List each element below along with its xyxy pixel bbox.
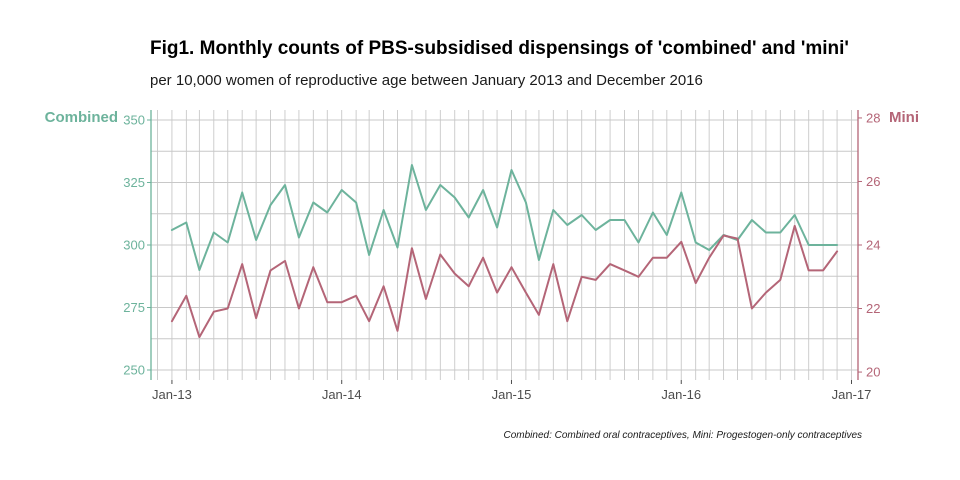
series-line-mini bbox=[170, 224, 839, 339]
y-tick-label-right: 28 bbox=[866, 110, 880, 125]
y-tick-label-right: 22 bbox=[866, 301, 880, 316]
x-tick-label: Jan-14 bbox=[322, 387, 362, 402]
y-tick-label-right: 20 bbox=[866, 365, 880, 380]
y-tick-label-left: 275 bbox=[123, 300, 145, 315]
axes bbox=[147, 110, 862, 384]
y-tick-label-left: 300 bbox=[123, 238, 145, 253]
series-lines bbox=[170, 164, 839, 339]
y-tick-label-left: 250 bbox=[123, 363, 145, 378]
x-tick-label: Jan-17 bbox=[832, 387, 872, 402]
y-tick-label-right: 26 bbox=[866, 174, 880, 189]
x-tick-label: Jan-16 bbox=[661, 387, 701, 402]
y-tick-label-left: 325 bbox=[123, 175, 145, 190]
chart-caption: Combined: Combined oral contraceptives, … bbox=[503, 430, 862, 441]
chart-subtitle: per 10,000 women of reproductive age bet… bbox=[150, 72, 703, 89]
x-tick-label: Jan-13 bbox=[152, 387, 192, 402]
x-tick-label: Jan-15 bbox=[492, 387, 532, 402]
y-tick-label-right: 24 bbox=[866, 238, 880, 253]
tick-labels: 250 275 300 325 350 20 22 24 26 28 Jan-13 Jan-14 Jan… bbox=[123, 110, 880, 402]
grid-lines bbox=[151, 110, 858, 380]
chart-title: Fig1. Monthly counts of PBS-subsidised d… bbox=[150, 38, 849, 59]
y-axis-label-left: Combined bbox=[45, 109, 118, 126]
y-tick-label-left: 350 bbox=[123, 113, 145, 128]
y-axis-label-right: Mini bbox=[889, 109, 919, 126]
